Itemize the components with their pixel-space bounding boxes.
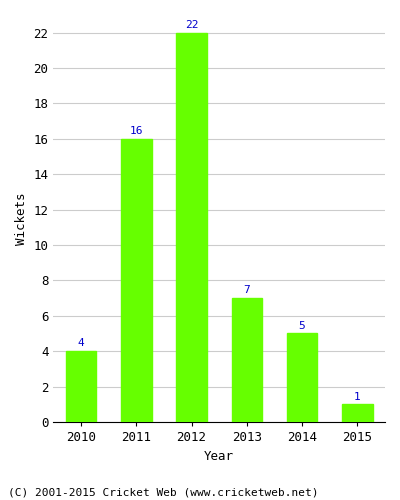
Bar: [176, 32, 207, 422]
Text: 7: 7: [244, 286, 250, 296]
Bar: [232, 298, 262, 422]
Text: 22: 22: [185, 20, 198, 30]
Text: 4: 4: [78, 338, 84, 348]
Bar: [342, 404, 372, 422]
X-axis label: Year: Year: [204, 450, 234, 462]
Text: 5: 5: [299, 321, 306, 331]
Text: 16: 16: [130, 126, 143, 136]
Bar: [287, 334, 317, 422]
Y-axis label: Wickets: Wickets: [15, 192, 28, 244]
Text: 1: 1: [354, 392, 361, 402]
Bar: [121, 139, 152, 422]
Bar: [66, 351, 96, 422]
Text: (C) 2001-2015 Cricket Web (www.cricketweb.net): (C) 2001-2015 Cricket Web (www.cricketwe…: [8, 488, 318, 498]
